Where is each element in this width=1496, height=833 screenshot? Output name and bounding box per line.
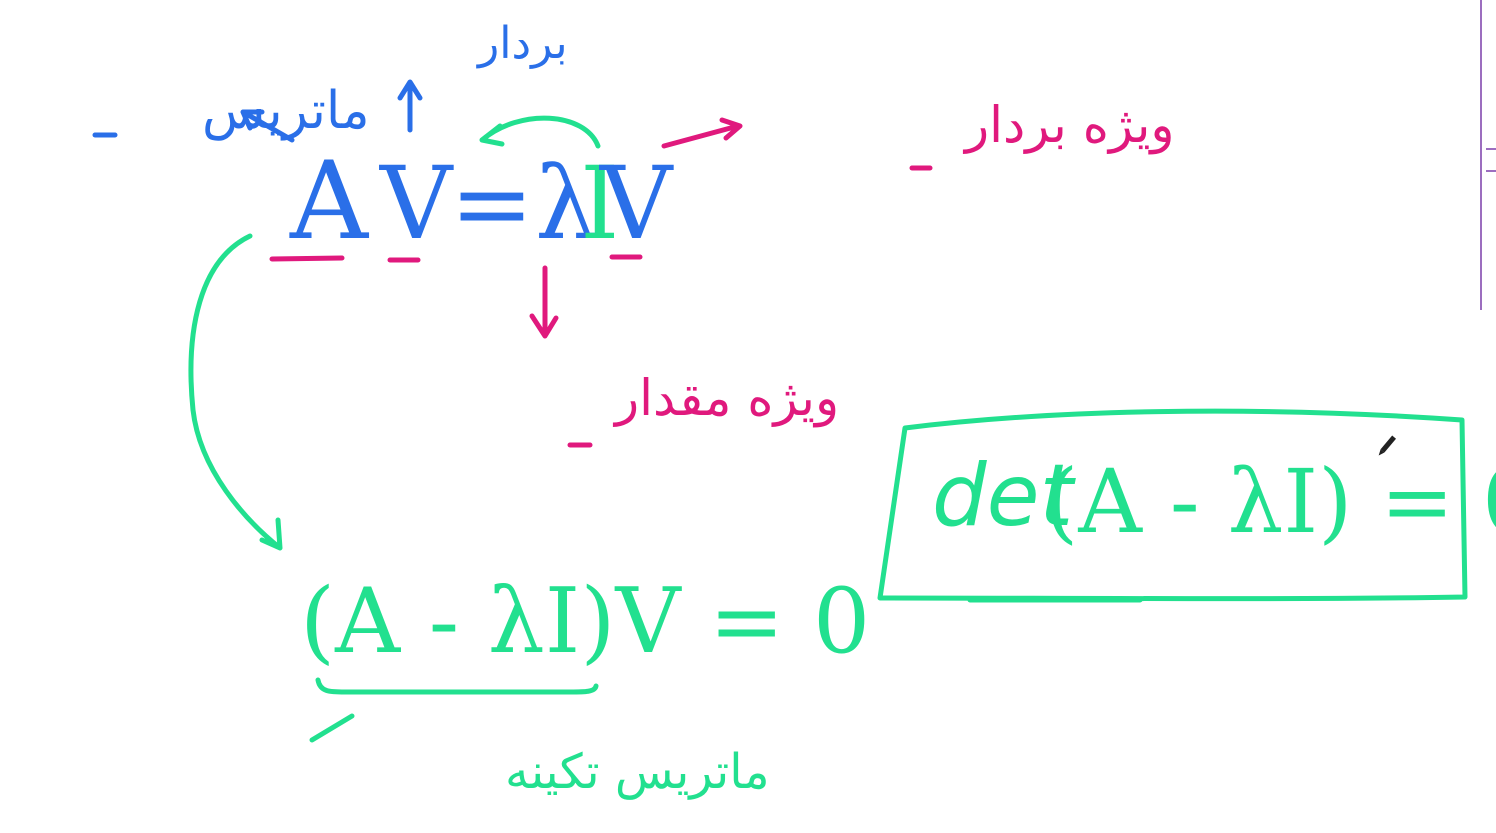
green-curved-arrow — [479, 115, 601, 149]
symbol-V-right: V — [599, 145, 674, 262]
symbol-lambda: λ — [535, 145, 598, 262]
matrix-annotation: ماتریس — [92, 81, 370, 143]
symbol-A: A — [289, 139, 370, 264]
arrow-to-eigenvector — [661, 117, 743, 149]
equation-derived-text: (A - λI)V = 0 — [300, 569, 870, 674]
underline-A — [269, 255, 345, 262]
label-vector: بردار — [476, 18, 568, 69]
arrow-to-matrix — [240, 109, 295, 143]
underbrace-singular — [315, 677, 599, 695]
side-panel-tick — [1486, 170, 1496, 172]
eigenvector-annotation: ویژه بردار — [661, 96, 1175, 171]
label-eigenvalue: ویژه مقدار — [612, 369, 839, 428]
side-panel-tick — [1486, 148, 1496, 150]
label-eigenvector: ویژه بردار — [962, 96, 1175, 155]
eigenvalue-annotation: ویژه مقدار — [529, 265, 839, 448]
arrow-to-eigenvalue — [529, 265, 559, 339]
green-derivation-arrow — [188, 233, 283, 551]
determinant-body: (A - λI) = 0 — [1044, 450, 1496, 553]
symbol-equals: = — [450, 145, 534, 262]
pointer-to-singular-label — [309, 713, 355, 743]
pen-cursor-icon — [1378, 435, 1397, 456]
label-singular-matrix: ماتریس تکینه — [505, 744, 770, 800]
derived-equation: (A - λI)V = 0 ماتریس تکینه — [300, 569, 870, 800]
main-equation: A V = λ I V — [269, 139, 674, 264]
symbol-identity: I — [580, 145, 620, 262]
determinant-label: det — [932, 446, 1077, 546]
label-matrix: ماتریس — [202, 81, 370, 141]
symbol-V-left: V — [379, 145, 454, 262]
arrow-to-vector — [397, 79, 423, 133]
side-panel-edge[interactable] — [1480, 0, 1496, 310]
vector-annotation: بردار — [397, 18, 568, 133]
determinant-box: det (A - λI) = 0 — [877, 408, 1496, 603]
